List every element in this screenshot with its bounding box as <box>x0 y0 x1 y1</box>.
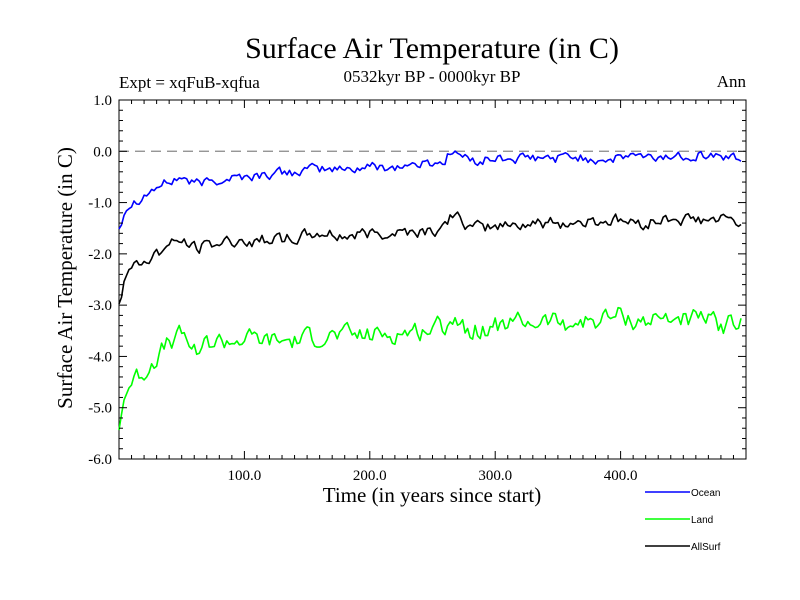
y-tick-label: -3.0 <box>88 298 112 314</box>
legend-label-ocean: Ocean <box>691 488 720 499</box>
series-line-ocean <box>118 150 742 230</box>
season-label: Ann <box>717 72 747 91</box>
plot-area <box>118 99 747 460</box>
x-tick-label: 200.0 <box>353 468 387 484</box>
y-axis-label: Surface Air Temperature (in C) <box>53 147 77 409</box>
experiment-label: Expt = xqFuB-xqfua <box>119 73 260 92</box>
y-tick-label: -6.0 <box>88 452 112 468</box>
y-tick-label: -1.0 <box>88 196 112 212</box>
period-label: 0532kyr BP - 0000kyr BP <box>344 67 521 86</box>
legend-label-land: Land <box>691 515 713 526</box>
series-line-land <box>118 306 742 431</box>
y-tick-label: 0.0 <box>93 144 112 160</box>
plot-frame <box>118 99 747 460</box>
x-tick-label: 100.0 <box>228 468 262 484</box>
ticks-layer <box>119 99 746 460</box>
y-tick-label: 1.0 <box>93 93 112 109</box>
x-axis-label: Time (in years since start) <box>323 483 542 507</box>
legend: Ocean Land AllSurf <box>645 488 721 553</box>
tick-labels-layer: 100.0 200.0 300.0 400.0 1.0 0.0 -1.0 -2.0 -3.0 -4… <box>88 93 637 484</box>
legend-label-allsurf: AllSurf <box>691 542 721 553</box>
series-line-allsurf <box>118 211 742 305</box>
y-tick-label: -4.0 <box>88 349 112 365</box>
y-tick-label: -2.0 <box>88 247 112 263</box>
chart-title: Surface Air Temperature (in C) <box>245 32 619 65</box>
series-layer <box>118 150 742 431</box>
y-tick-label: -5.0 <box>88 401 112 417</box>
x-tick-label: 300.0 <box>478 468 512 484</box>
x-tick-label: 400.0 <box>604 468 638 484</box>
